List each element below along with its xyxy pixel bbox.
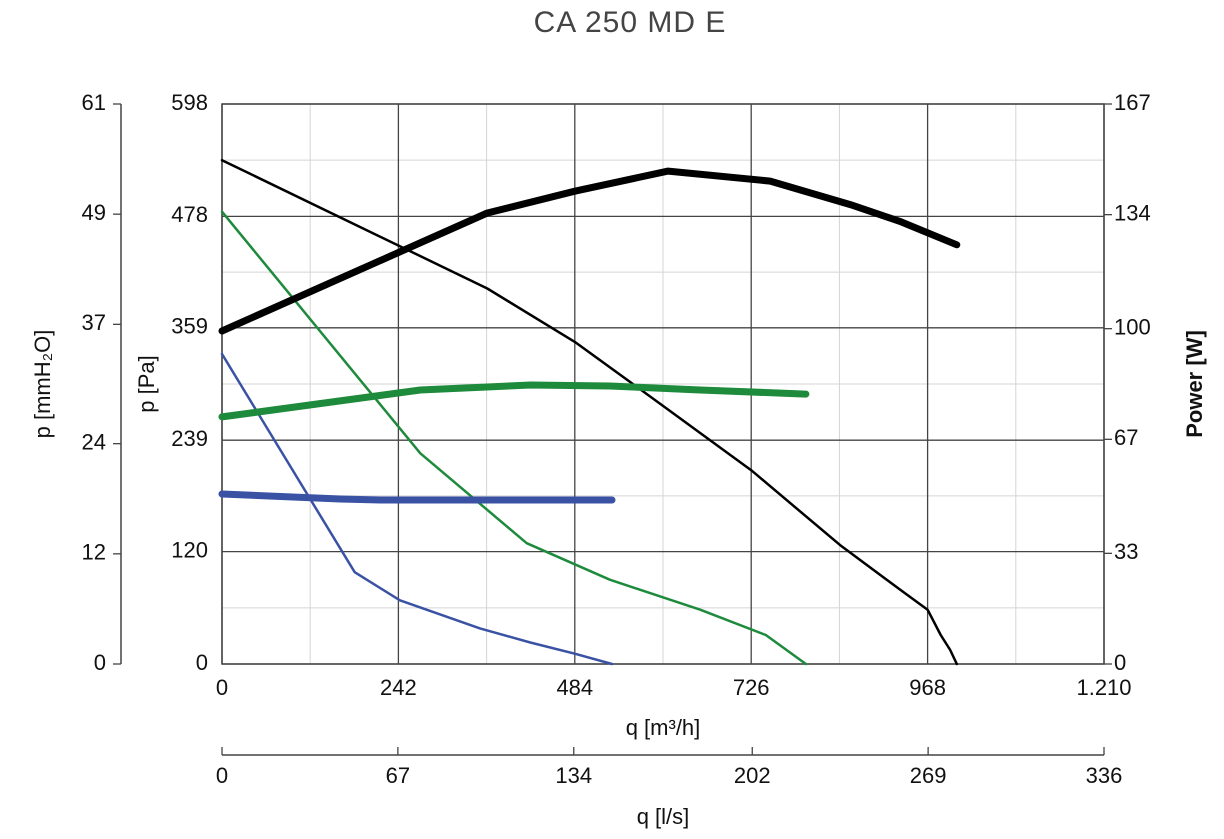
y2-tick-label: 134 xyxy=(1114,200,1151,225)
y-tick-label: 0 xyxy=(196,650,208,675)
y3-axis-title: p [mmH₂O] xyxy=(30,330,55,439)
y2-tick-label: 100 xyxy=(1114,314,1151,339)
y-axis-title: p [Pa] xyxy=(134,355,159,412)
x2-tick-label: 0 xyxy=(216,763,228,788)
y3-tick-label: 24 xyxy=(82,429,106,454)
y-tick-label: 598 xyxy=(171,90,208,115)
y-tick-label: 120 xyxy=(171,537,208,562)
y2-tick-label: 167 xyxy=(1114,90,1151,115)
x-tick-label: 484 xyxy=(556,675,593,700)
y3-tick-label: 61 xyxy=(82,90,106,115)
curve xyxy=(220,210,808,666)
y3-tick-label: 0 xyxy=(94,650,106,675)
y2-tick-label: 0 xyxy=(1114,650,1126,675)
y3-tick-label: 49 xyxy=(82,200,106,225)
y-tick-label: 239 xyxy=(171,426,208,451)
y2-axis-title: Power [W] xyxy=(1182,330,1207,438)
x-tick-label: 0 xyxy=(216,675,228,700)
x2-tick-label: 336 xyxy=(1086,763,1123,788)
x-axis-title: q [m³/h] xyxy=(626,715,701,740)
y-tick-label: 478 xyxy=(171,202,208,227)
y3-tick-label: 12 xyxy=(82,540,106,565)
x2-tick-label: 202 xyxy=(734,763,771,788)
y2-tick-label: 67 xyxy=(1114,425,1138,450)
y3-tick-label: 37 xyxy=(82,310,106,335)
x-tick-label: 726 xyxy=(733,675,770,700)
x2-axis-title: q [l/s] xyxy=(637,804,690,829)
curve xyxy=(218,490,616,504)
curve xyxy=(220,158,959,666)
y2-tick-label: 33 xyxy=(1114,539,1138,564)
x-tick-label: 1.210 xyxy=(1076,675,1131,700)
chart-title: CA 250 MD E xyxy=(534,6,727,39)
x2-tick-label: 269 xyxy=(910,763,947,788)
curve xyxy=(218,381,810,421)
x-tick-label: 968 xyxy=(909,675,946,700)
y-tick-label: 359 xyxy=(171,314,208,339)
curve xyxy=(220,352,614,666)
x2-tick-label: 67 xyxy=(386,763,410,788)
curve xyxy=(218,167,961,335)
x2-tick-label: 134 xyxy=(555,763,592,788)
plot-frame xyxy=(221,103,1105,665)
x-tick-label: 242 xyxy=(380,675,417,700)
